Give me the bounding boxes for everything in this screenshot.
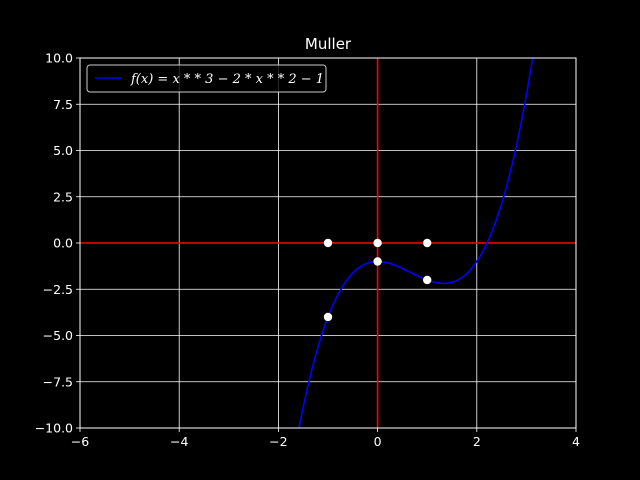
y-tick-label: −5.0 [43,328,73,343]
x-tick-label: −6 [71,434,89,449]
y-tick-label: −2.5 [43,282,73,297]
plot-area [298,58,534,428]
y-tick-label: 7.5 [53,97,73,112]
y-tick-label: 2.5 [53,189,73,204]
legend: f(x) = x * * 3 − 2 * x * * 2 − 1 [86,64,327,93]
y-axis-ticks: −10.0 −7.5 −5.0 −2.5 0.0 2.5 5.0 7.5 10.0 [35,51,80,436]
highlighted-points [323,238,432,322]
chart-title: Muller [305,35,352,53]
x-tick-label: 2 [473,434,481,449]
data-point [423,238,432,248]
x-tick-label: −4 [170,434,188,449]
data-point [323,238,333,248]
y-tick-label: 5.0 [53,143,73,158]
y-tick-label: −7.5 [43,374,73,389]
legend-box [86,64,327,93]
y-tick-label: 0.0 [53,236,73,251]
x-tick-label: 0 [374,434,382,449]
y-tick-label: 10.0 [45,51,73,66]
x-tick-label: 4 [572,434,580,449]
y-tick-label: −10.0 [35,421,73,436]
x-axis-ticks: −6 −4 −2 0 2 4 [71,428,580,449]
series-line [298,58,534,428]
data-point [423,275,432,285]
data-point [373,238,382,248]
legend-label: f(x) = x * * 3 − 2 * x * * 2 − 1 [130,72,324,87]
data-point [323,312,333,322]
x-tick-label: −2 [269,434,287,449]
data-point [373,257,382,266]
